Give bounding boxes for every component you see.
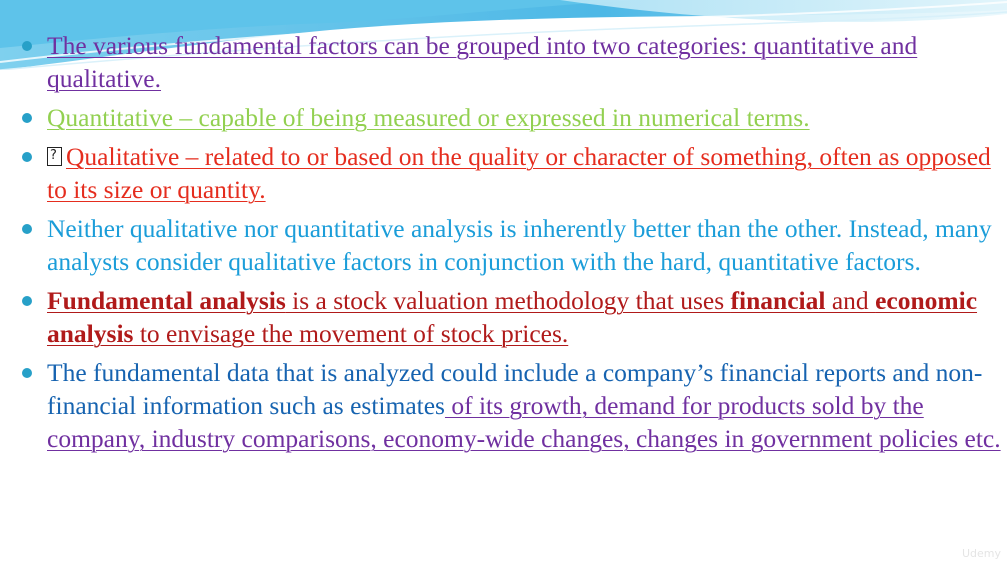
bullet-text: The various fundamental factors can be g… bbox=[47, 31, 918, 93]
bullet-text: and bbox=[825, 286, 876, 315]
bullet-text: Neither qualitative nor quantitative ana… bbox=[47, 214, 992, 276]
bullet-text: The fundamental data that is analyzed co… bbox=[47, 358, 983, 420]
bullet-item: The various fundamental factors can be g… bbox=[20, 29, 1005, 95]
bullet-item: The fundamental data that is analyzed co… bbox=[20, 356, 1005, 455]
bold-term-economic-analysis: economic analysis bbox=[47, 286, 978, 348]
bullet-text: to envisage the movement of stock prices… bbox=[133, 319, 569, 348]
bullet-text: Quantitative – capable of being measured… bbox=[47, 103, 810, 132]
udemy-watermark: Udemy bbox=[961, 547, 1001, 560]
bold-term-fundamental-analysis: Fundamental analysis bbox=[47, 286, 286, 315]
bullet-list: The various fundamental factors can be g… bbox=[20, 29, 1005, 461]
bullet-text-underlined: of its growth, demand for products sold … bbox=[47, 391, 1001, 453]
header-swoosh-decoration bbox=[0, 0, 1007, 70]
missing-glyph-box-icon bbox=[47, 139, 62, 172]
bullet-text: is a stock valuation methodology that us… bbox=[285, 286, 731, 315]
bullet-item: Qualitative – related to or based on the… bbox=[20, 139, 1005, 206]
bold-term-financial: financial bbox=[730, 286, 826, 315]
bullet-item: Quantitative – capable of being measured… bbox=[20, 101, 1005, 134]
bullet-item: Neither qualitative nor quantitative ana… bbox=[20, 212, 1005, 278]
bullet-text: Qualitative – related to or based on the… bbox=[47, 142, 991, 204]
bullet-item: Fundamental analysis is a stock valuatio… bbox=[20, 284, 1005, 350]
